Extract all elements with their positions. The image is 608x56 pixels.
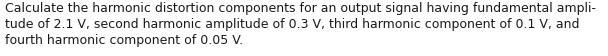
Text: Calculate the harmonic distortion components for an output signal having fundame: Calculate the harmonic distortion compon… [5,2,596,46]
